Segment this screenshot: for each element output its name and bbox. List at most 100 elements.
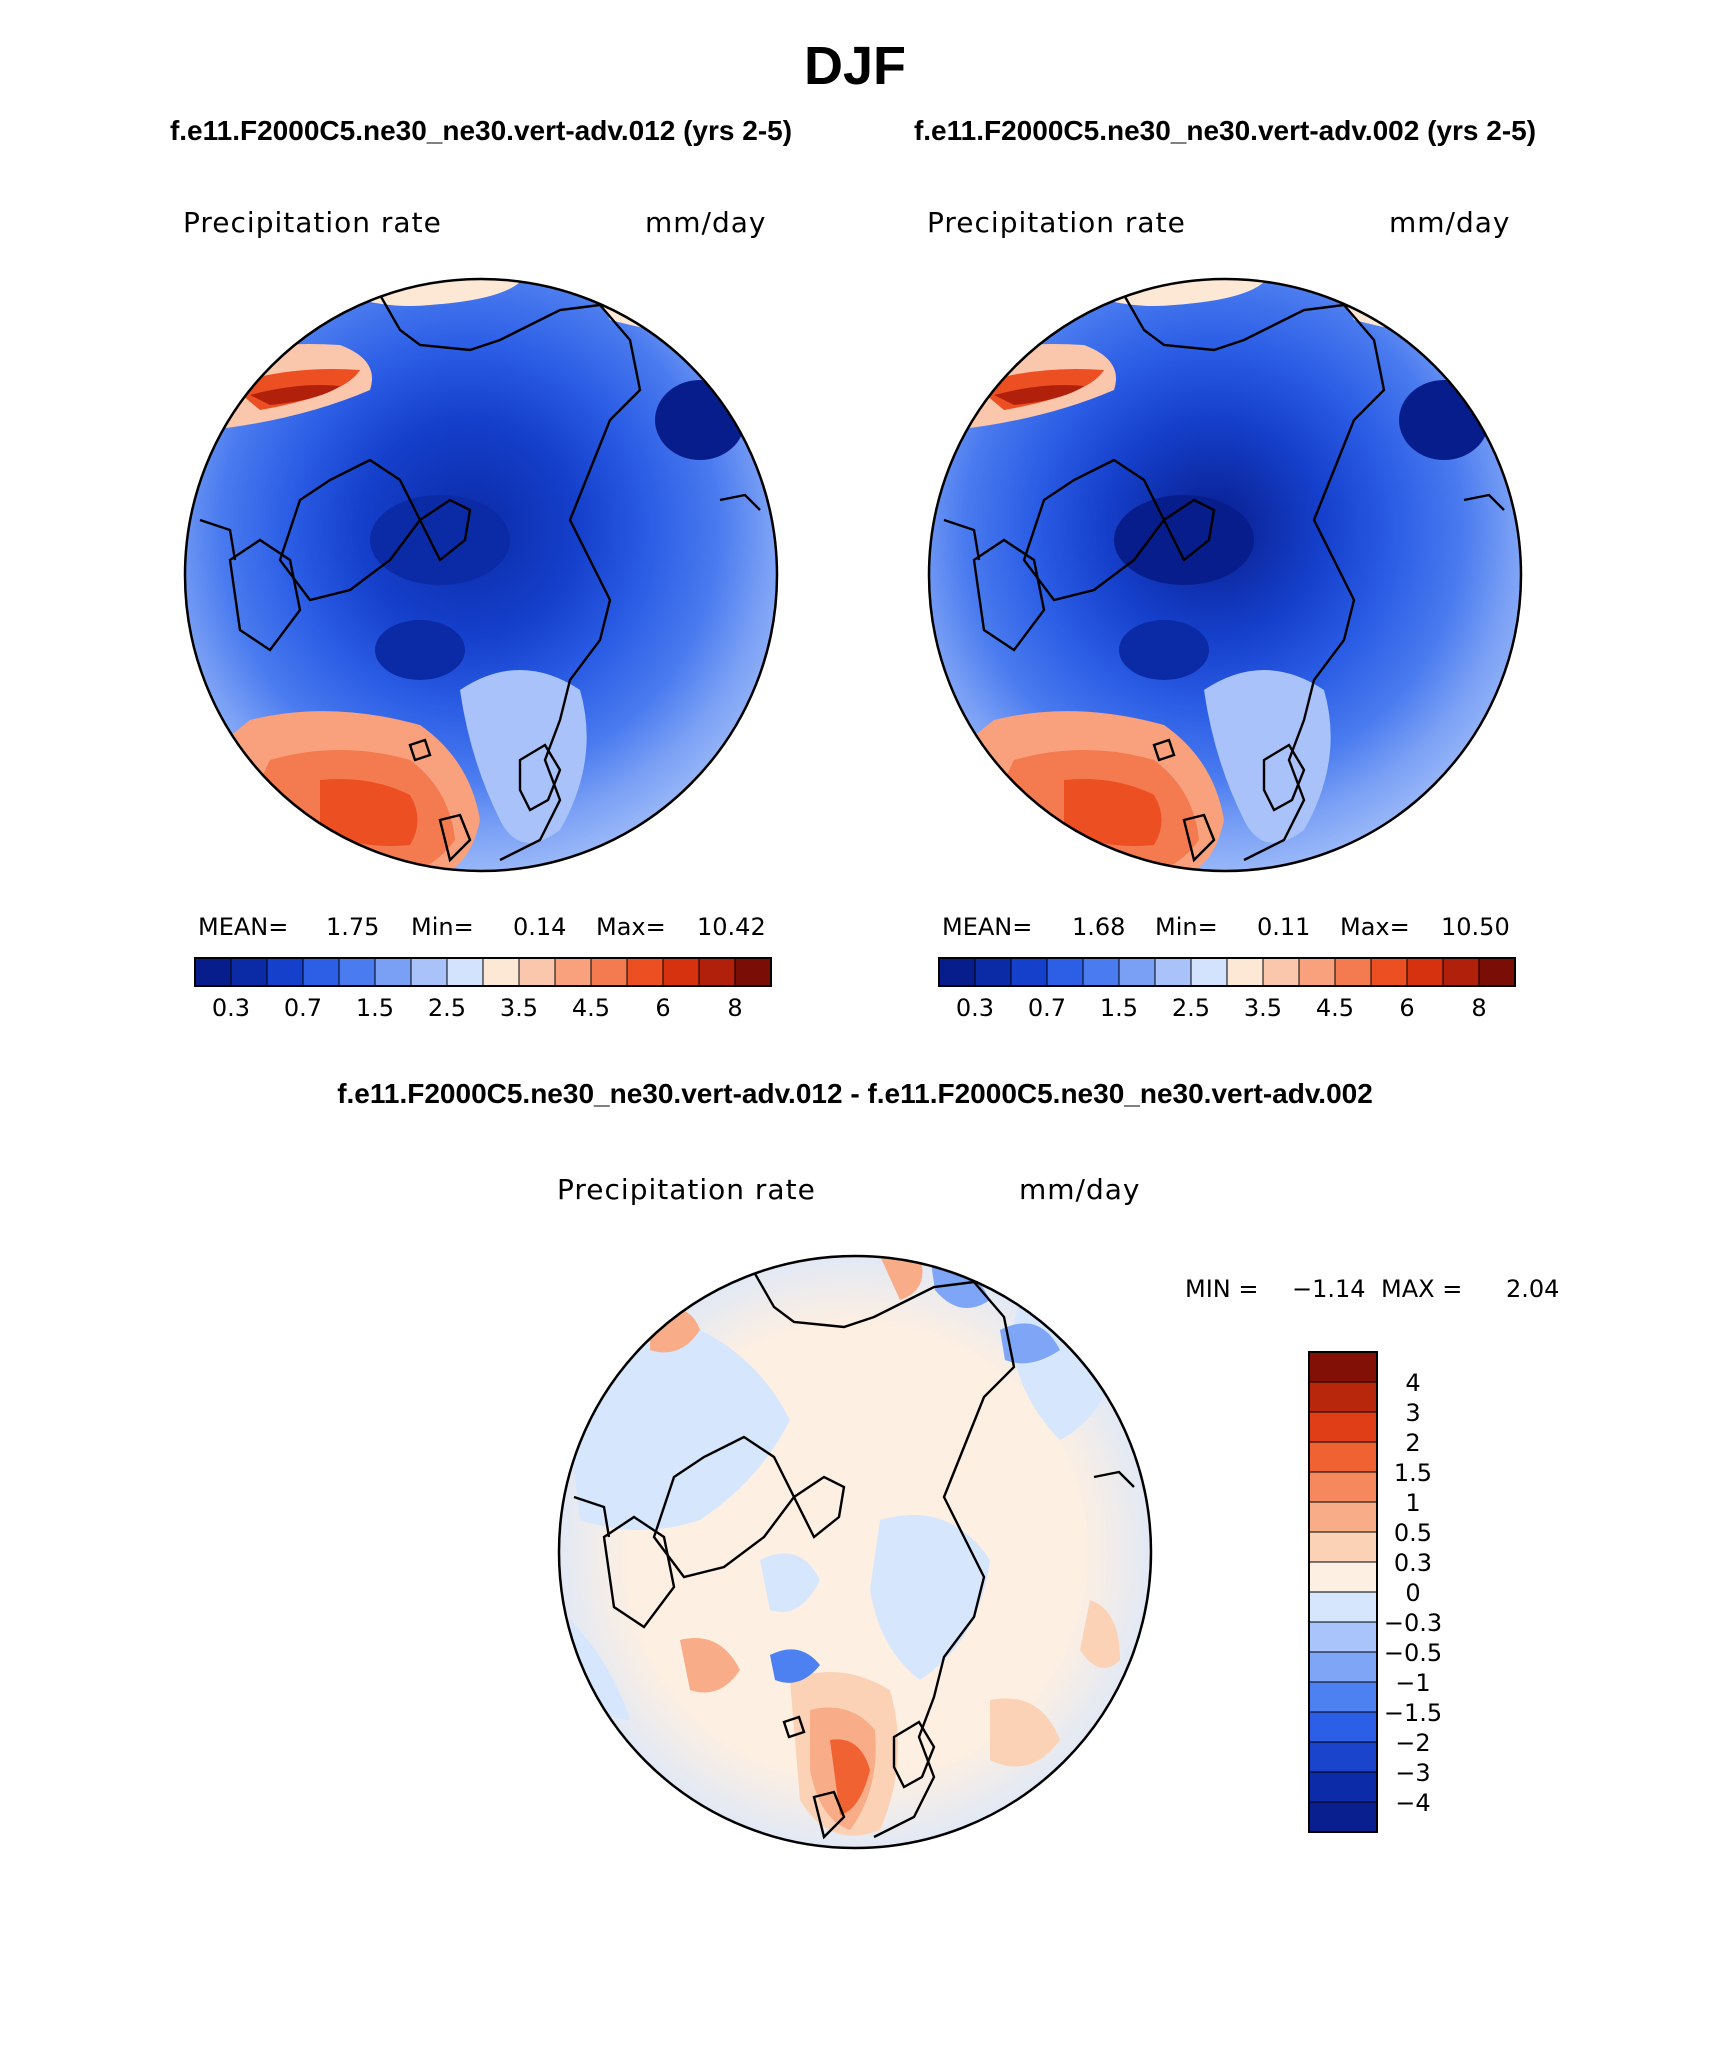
panel-2-stats: MEAN= 1.68 Min= 0.11 Max= 10.50 <box>942 913 1510 941</box>
diff-panel-title: f.e11.F2000C5.ne30_ne30.vert-adv.012 - f… <box>337 1078 1373 1109</box>
diff-colorbar-tick-label: 1.5 <box>1394 1459 1432 1487</box>
panel-1-colorbar-swatch <box>482 957 520 987</box>
panel-1-colorbar-swatch <box>266 957 304 987</box>
diff-colorbar-swatch <box>1308 1621 1378 1653</box>
panel-1-mean-value: 1.75 <box>326 913 379 941</box>
panel-1-colorbar-swatch <box>338 957 376 987</box>
panel-2-colorbar-swatch <box>1154 957 1192 987</box>
diff-max-value: 2.04 <box>1506 1275 1559 1303</box>
panel-1-colorbar-swatch <box>374 957 412 987</box>
panel-1-colorbar-swatch <box>734 957 772 987</box>
diff-colorbar-swatch <box>1308 1351 1378 1383</box>
diff-colorbar-swatch <box>1308 1771 1378 1803</box>
diff-colorbar-tick-label: −0.5 <box>1384 1639 1442 1667</box>
panel-2-colorbar-swatch <box>1118 957 1156 987</box>
panel-2-colorbar-tick-label: 0.3 <box>956 994 994 1022</box>
panel-2-units-label: mm/day <box>1389 206 1511 239</box>
diff-min-value: −1.14 <box>1292 1275 1366 1303</box>
panel-2-colorbar-tick-label: 4.5 <box>1316 994 1354 1022</box>
panel-2-max-label: Max= <box>1340 913 1410 941</box>
panel-2-colorbar-tick-label: 8 <box>1471 994 1486 1022</box>
panel-2-map <box>927 277 1523 873</box>
panel-2-colorbar-swatch <box>1442 957 1480 987</box>
panel-1-colorbar-swatch <box>302 957 340 987</box>
panel-2-colorbar-tick-label: 1.5 <box>1100 994 1138 1022</box>
diff-colorbar-tick-label: −4 <box>1395 1789 1430 1817</box>
diff-colorbar-swatch <box>1308 1681 1378 1713</box>
panel-1-max-value: 10.42 <box>697 913 766 941</box>
panel-1-colorbar-tick-label: 0.3 <box>212 994 250 1022</box>
panel-2-mean-value: 1.68 <box>1072 913 1125 941</box>
diff-colorbar-swatch <box>1308 1651 1378 1683</box>
panel-1-colorbar-swatch <box>590 957 628 987</box>
diff-colorbar-swatch <box>1308 1741 1378 1773</box>
diff-max-label: MAX = <box>1381 1275 1462 1303</box>
diff-map <box>557 1254 1153 1850</box>
diff-colorbar-tick-label: −3 <box>1395 1759 1430 1787</box>
diff-colorbar-swatch <box>1308 1471 1378 1503</box>
diff-colorbar-swatch <box>1308 1501 1378 1533</box>
panel-1-colorbar-tick-label: 6 <box>655 994 670 1022</box>
panel-2-colorbar-swatch <box>1406 957 1444 987</box>
panel-1-mean-label: MEAN= <box>198 913 288 941</box>
panel-1-colorbar: 0.3 0.7 1.5 2.5 3.5 4.5 6 8 <box>194 957 772 1022</box>
diff-colorbar-tick-label: 0.3 <box>1394 1549 1432 1577</box>
panel-1-colorbar-tick-label: 3.5 <box>500 994 538 1022</box>
panel-1-min-value: 0.14 <box>513 913 566 941</box>
panel-1-colorbar-swatch <box>230 957 268 987</box>
panel-1-colorbar-swatch <box>518 957 556 987</box>
panel-1-colorbar-tick-label: 2.5 <box>428 994 466 1022</box>
panel-2-colorbar-tick-label: 2.5 <box>1172 994 1210 1022</box>
panel-1-map <box>183 277 779 873</box>
panel-2-colorbar: 0.3 0.7 1.5 2.5 3.5 4.5 6 8 <box>938 957 1516 1022</box>
diff-colorbar-tick-label: −1 <box>1395 1669 1430 1697</box>
panel-1-colorbar-tick-label: 4.5 <box>572 994 610 1022</box>
panel-1-max-label: Max= <box>596 913 666 941</box>
panel-1-stats: MEAN= 1.75 Min= 0.14 Max= 10.42 <box>198 913 766 941</box>
diff-colorbar-swatch <box>1308 1591 1378 1623</box>
panel-1-units-label: mm/day <box>645 206 767 239</box>
panel-2-case-title: f.e11.F2000C5.ne30_ne30.vert-adv.002 (yr… <box>914 115 1536 146</box>
panel-2-min-value: 0.11 <box>1257 913 1310 941</box>
panel-1-colorbar-swatch <box>410 957 448 987</box>
panel-2-colorbar-swatch <box>974 957 1012 987</box>
diff-colorbar-swatch <box>1308 1801 1378 1833</box>
panel-2-colorbar-swatch <box>1010 957 1048 987</box>
panel-2-colorbar-tick-label: 3.5 <box>1244 994 1282 1022</box>
panel-2-colorbar-swatch <box>1262 957 1300 987</box>
panel-1-colorbar-swatch <box>446 957 484 987</box>
panel-2-colorbar-swatch <box>1334 957 1372 987</box>
diff-colorbar-tick-label: 4 <box>1405 1369 1420 1397</box>
diff-colorbar-tick-label: 1 <box>1405 1489 1420 1517</box>
panel-1-case-title: f.e11.F2000C5.ne30_ne30.vert-adv.012 (yr… <box>170 115 792 146</box>
diff-colorbar-swatch <box>1308 1561 1378 1593</box>
diff-colorbar-swatch <box>1308 1531 1378 1563</box>
panel-2-colorbar-swatch <box>1370 957 1408 987</box>
panel-1-colorbar-swatch <box>554 957 592 987</box>
diff-colorbar-tick-label: 0 <box>1405 1579 1420 1607</box>
panel-1-variable-label: Precipitation rate <box>183 206 442 239</box>
diff-colorbar-swatch <box>1308 1411 1378 1443</box>
diff-min-label: MIN = <box>1185 1275 1258 1303</box>
panel-2-colorbar-swatch <box>1190 957 1228 987</box>
panel-2-colorbar-swatch <box>1478 957 1516 987</box>
panel-2-mean-label: MEAN= <box>942 913 1032 941</box>
panel-2-colorbar-swatch <box>938 957 976 987</box>
panel-2-colorbar-swatch <box>1298 957 1336 987</box>
diff-colorbar-swatch <box>1308 1381 1378 1413</box>
diff-units-label: mm/day <box>1019 1173 1141 1206</box>
diff-colorbar-swatch <box>1308 1711 1378 1743</box>
panel-2-variable-label: Precipitation rate <box>927 206 1186 239</box>
panel-2-colorbar-swatch <box>1226 957 1264 987</box>
diff-colorbar-swatch <box>1308 1441 1378 1473</box>
diff-colorbar-tick-label: −1.5 <box>1384 1699 1442 1727</box>
panel-1-colorbar-swatch <box>662 957 700 987</box>
panel-1-colorbar-tick-label: 8 <box>727 994 742 1022</box>
panel-1-colorbar-swatch <box>698 957 736 987</box>
diff-colorbar-tick-label: 0.5 <box>1394 1519 1432 1547</box>
diff-colorbar-tick-label: 2 <box>1405 1429 1420 1457</box>
panel-1-colorbar-tick-label: 1.5 <box>356 994 394 1022</box>
panel-2-max-value: 10.50 <box>1441 913 1510 941</box>
